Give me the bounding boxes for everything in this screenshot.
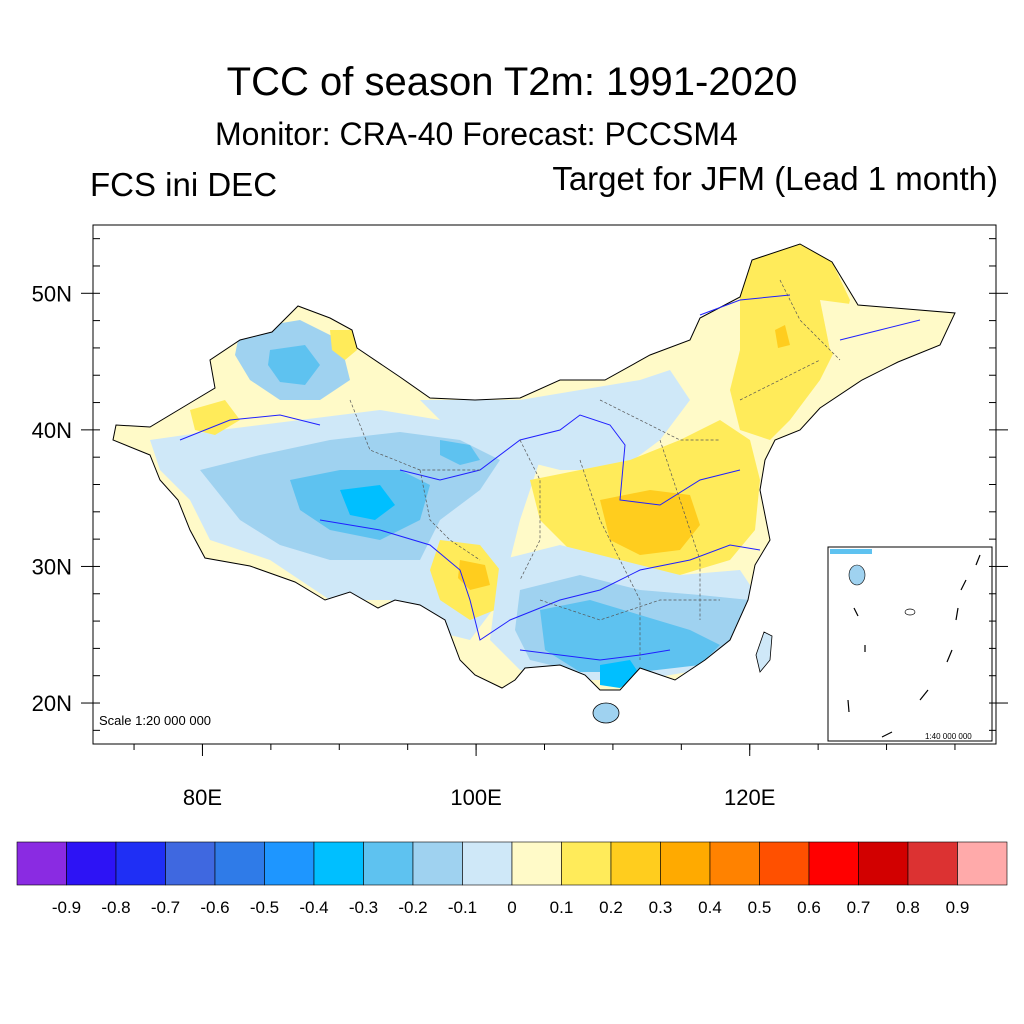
river-pearl bbox=[519, 649, 671, 661]
region-tarim-west-positive bbox=[190, 400, 240, 435]
colorbar-label: 0.4 bbox=[698, 898, 722, 917]
nine-dash-line bbox=[847, 554, 981, 738]
hainan-island bbox=[592, 702, 620, 724]
colorbar-swatch bbox=[907, 841, 958, 886]
colorbar-label: -0.9 bbox=[52, 898, 81, 917]
colorbar-label: -0.5 bbox=[250, 898, 279, 917]
river-yellow bbox=[399, 414, 741, 506]
colorbar-label: 0.3 bbox=[649, 898, 673, 917]
colorbar-label: -0.2 bbox=[398, 898, 427, 917]
colorbar-swatch bbox=[214, 841, 265, 886]
colorbar-swatch bbox=[858, 841, 909, 886]
colorbar-label: -0.1 bbox=[448, 898, 477, 917]
lon-tick-label: 100E bbox=[450, 785, 501, 810]
colorbar-label: 0.7 bbox=[847, 898, 871, 917]
taiwan-island bbox=[755, 631, 773, 673]
colorbar-label: -0.3 bbox=[349, 898, 378, 917]
chart-subtitle: Monitor: CRA-40 Forecast: PCCSM4 bbox=[215, 116, 738, 152]
colorbar-swatch bbox=[759, 841, 810, 886]
region-altai-positive bbox=[330, 330, 357, 360]
south-china-sea-inset: 1:40 000 000 bbox=[827, 546, 993, 742]
region-southwest-strong-positive bbox=[458, 560, 490, 590]
region-tibet-core-negative bbox=[340, 485, 395, 520]
lat-tick-label: 50N bbox=[32, 281, 72, 306]
region-junggar-core-negative bbox=[268, 345, 320, 385]
colorbar-swatch bbox=[511, 841, 562, 886]
lat-tick-label: 30N bbox=[32, 554, 72, 579]
region-gansu-negative bbox=[420, 370, 690, 470]
chart-title: TCC of season T2m: 1991-2020 bbox=[226, 60, 798, 104]
china-outline bbox=[112, 243, 956, 691]
target-label: Target for JFM (Lead 1 month) bbox=[552, 160, 998, 197]
axis-ticks: 50N 40N 30N 20N 80E 100E 120E bbox=[32, 238, 1008, 810]
region-south-strong-negative bbox=[540, 600, 720, 672]
river-heilong bbox=[699, 294, 791, 316]
region-northeast-positive bbox=[730, 244, 850, 440]
colorbar-swatch bbox=[462, 841, 513, 886]
region-northeast-core-positive bbox=[775, 325, 790, 348]
colorbar-swatch bbox=[363, 841, 414, 886]
inset-islet bbox=[904, 608, 916, 616]
colorbar-swatch bbox=[412, 841, 463, 886]
colorbar-label: -0.8 bbox=[101, 898, 130, 917]
colorbar-swatch bbox=[610, 841, 661, 886]
lon-tick-label: 120E bbox=[724, 785, 775, 810]
colorbar-label: 0.1 bbox=[550, 898, 574, 917]
colorbar-label: 0.2 bbox=[599, 898, 623, 917]
lat-tick-label: 20N bbox=[32, 691, 72, 716]
colorbar-swatch bbox=[808, 841, 859, 886]
region-central-east-strong-positive bbox=[600, 490, 700, 555]
colorbar-label: 0.5 bbox=[748, 898, 772, 917]
colorbar-swatch bbox=[660, 841, 711, 886]
river-songhua bbox=[839, 319, 921, 341]
river-tarim bbox=[179, 414, 321, 441]
province-borders bbox=[349, 279, 841, 660]
colorbar-swatch bbox=[16, 841, 67, 886]
colorbar-swatch bbox=[313, 841, 364, 886]
colorbar-swatch bbox=[66, 841, 117, 886]
colorbar-label: -0.7 bbox=[151, 898, 180, 917]
main-scale-label: Scale 1:20 000 000 bbox=[99, 713, 211, 728]
lat-tick-label: 40N bbox=[32, 418, 72, 443]
colorbar-swatch bbox=[561, 841, 612, 886]
colorbar-label: 0.6 bbox=[797, 898, 821, 917]
lon-tick-label: 80E bbox=[183, 785, 222, 810]
init-label: FCS ini DEC bbox=[90, 166, 278, 203]
colorbar-label: 0.9 bbox=[946, 898, 970, 917]
colorbar-label: 0.8 bbox=[896, 898, 920, 917]
colorbar-label: 0 bbox=[507, 898, 516, 917]
river-yangtze bbox=[319, 519, 761, 641]
region-qaidam-negative bbox=[440, 440, 480, 465]
colorbar-swatch bbox=[165, 841, 216, 886]
colorbar-swatch bbox=[115, 841, 166, 886]
colorbar-swatch bbox=[264, 841, 315, 886]
inset-scale-label: 1:40 000 000 bbox=[925, 732, 972, 741]
inset-coast-fill bbox=[830, 549, 872, 554]
colorbar-label: -0.4 bbox=[299, 898, 328, 917]
colorbar-swatch bbox=[957, 841, 1008, 886]
colorbar-label: -0.6 bbox=[200, 898, 229, 917]
inset-hainan bbox=[848, 564, 866, 586]
colorbar: -0.9 -0.8 -0.7 -0.6 -0.5 -0.4 -0.3 -0.2 -0.1 0 0.1… bbox=[16, 841, 1008, 917]
colorbar-swatch bbox=[709, 841, 760, 886]
